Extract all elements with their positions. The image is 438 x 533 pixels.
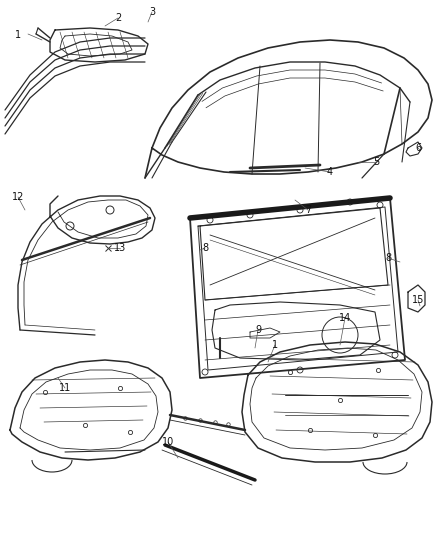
Text: 13: 13	[114, 243, 126, 253]
Text: 12: 12	[12, 192, 24, 202]
Text: 8: 8	[385, 253, 391, 263]
Text: 3: 3	[149, 7, 155, 17]
Text: 2: 2	[115, 13, 121, 23]
Text: 9: 9	[255, 325, 261, 335]
Text: 1: 1	[272, 340, 278, 350]
Text: 11: 11	[59, 383, 71, 393]
Text: 7: 7	[305, 205, 311, 215]
Text: 10: 10	[162, 437, 174, 447]
Text: 6: 6	[415, 143, 421, 153]
Text: 8: 8	[202, 243, 208, 253]
Text: 15: 15	[412, 295, 424, 305]
Text: 4: 4	[327, 167, 333, 177]
Text: 14: 14	[339, 313, 351, 323]
Text: 5: 5	[373, 157, 379, 167]
Text: 1: 1	[15, 30, 21, 40]
